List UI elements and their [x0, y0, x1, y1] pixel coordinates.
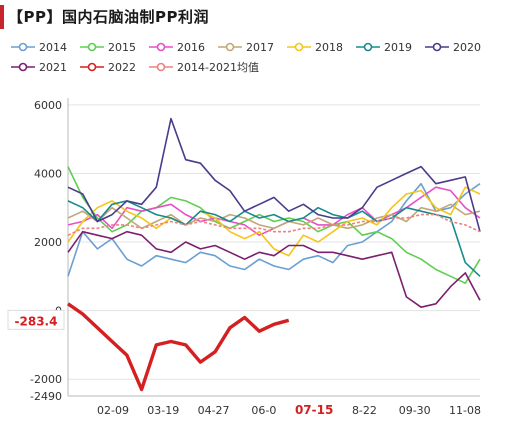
legend-row: 2014 2015 2016 2017 2018 2019 2020	[10, 37, 505, 57]
legend-swatch-icon	[11, 62, 35, 72]
legend-label: 2020	[453, 40, 481, 54]
legend-row: 2021 2022 2014-2021均值	[10, 57, 505, 77]
x-tick-label: 07-15	[295, 403, 333, 417]
legend-swatch-icon	[356, 42, 380, 52]
y-tick-label: 4000	[34, 167, 62, 180]
series-line	[67, 230, 481, 309]
legend-item[interactable]: 2020	[424, 41, 481, 54]
legend-label: 2022	[108, 60, 136, 74]
legend-swatch-icon	[11, 42, 35, 52]
title-accent-bar	[0, 5, 4, 29]
x-tick-label: 11-08	[449, 404, 481, 417]
legend-label: 2014	[39, 40, 67, 54]
legend-label: 2016	[177, 40, 205, 54]
legend-label: 2019	[384, 40, 412, 54]
legend: 2014 2015 2016 2017 2018 2019 2020 2021 2022 2014…	[10, 37, 505, 77]
series-line	[67, 213, 481, 236]
legend-swatch-icon	[149, 62, 173, 72]
current-value-label: -283.4	[15, 314, 58, 328]
legend-item[interactable]: 2016	[148, 41, 205, 54]
legend-swatch-icon	[149, 42, 173, 52]
x-tick-label: 04-27	[198, 404, 230, 417]
legend-item[interactable]: 2019	[355, 41, 412, 54]
legend-item[interactable]: 2017	[217, 41, 274, 54]
x-tick-label: 06-0	[251, 404, 276, 417]
chart-title: 【PP】国内石脑油制PP利润	[8, 8, 209, 26]
title-bar: 【PP】国内石脑油制PP利润	[0, 0, 512, 36]
x-tick-label: 09-30	[399, 404, 431, 417]
legend-swatch-icon	[80, 42, 104, 52]
legend-label: 2014-2021均值	[177, 61, 259, 74]
x-tick-label: 02-09	[97, 404, 129, 417]
y-tick-label: 2000	[34, 236, 62, 249]
legend-swatch-icon	[80, 62, 104, 72]
legend-label: 2017	[246, 40, 274, 54]
legend-label: 2021	[39, 60, 67, 74]
x-tick-label: 8-22	[352, 404, 377, 417]
legend-swatch-icon	[425, 42, 449, 52]
legend-label: 2015	[108, 40, 136, 54]
y-tick-label: 6000	[34, 99, 62, 112]
legend-swatch-icon	[287, 42, 311, 52]
series-line	[67, 117, 481, 232]
series-line	[67, 302, 290, 392]
legend-item[interactable]: 2014-2021均值	[148, 59, 259, 75]
x-tick-label: 03-19	[147, 404, 179, 417]
legend-item[interactable]: 2021	[10, 61, 67, 74]
series-line	[67, 182, 481, 277]
current-value-box	[7, 309, 65, 330]
legend-item[interactable]: 2014	[10, 41, 67, 54]
series-line	[67, 186, 481, 257]
series-line	[67, 200, 481, 277]
legend-swatch-icon	[218, 42, 242, 52]
legend-label: 2018	[315, 40, 343, 54]
y-tick-label: -2490	[30, 390, 62, 403]
legend-item[interactable]: 2015	[79, 41, 136, 54]
y-tick-label: -2000	[30, 373, 62, 386]
legend-item[interactable]: 2018	[286, 41, 343, 54]
legend-item[interactable]: 2022	[79, 61, 136, 74]
